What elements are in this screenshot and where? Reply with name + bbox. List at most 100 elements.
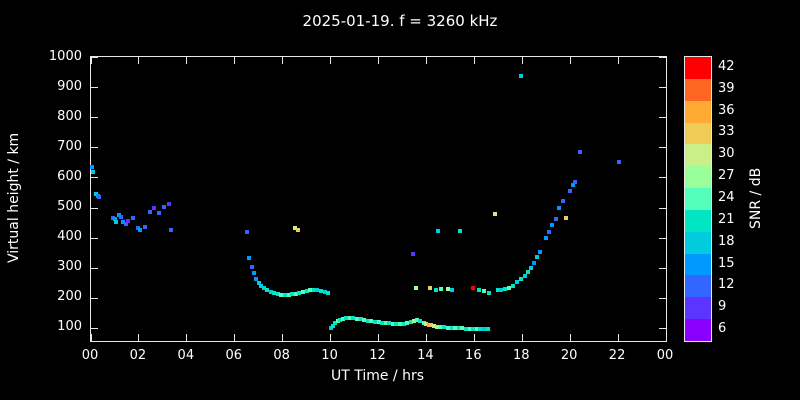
scatter-point [499,287,504,292]
scatter-point [152,206,157,210]
scatter-point [414,286,419,291]
y-tickmark [91,57,98,59]
scatter-point [326,290,331,295]
scatter-point [293,291,298,296]
scatter-point [401,321,406,326]
colorbar-segment [685,253,711,276]
scatter-point [90,165,95,170]
scatter-point [354,316,359,321]
scatter-point [135,226,140,231]
colorbar-segment [685,57,711,79]
y-tick-label: 200 [57,289,82,305]
scatter-point [116,212,121,217]
x-tickmark [330,334,332,341]
y-tickmark-right [659,147,666,149]
scatter-point [617,160,622,165]
scatter-point [492,212,497,216]
scatter-point [247,256,252,261]
scatter-point [372,319,377,324]
scatter-point [424,321,429,326]
scatter-point [550,223,555,228]
scatter-point [485,327,490,332]
x-tickmark-top [521,57,523,64]
colorbar-title: SNR / dB [748,167,764,229]
scatter-point [496,288,501,293]
scatter-point [295,227,300,232]
y-tickmark-right [659,237,666,239]
scatter-point [445,325,450,330]
scatter-point [340,316,345,321]
scatter-point [570,183,575,188]
y-tickmark [91,177,98,179]
y-tickmark [91,297,98,299]
scatter-point [114,219,119,224]
scatter-point [261,286,266,291]
scatter-point [123,222,128,227]
x-tickmark [378,334,379,341]
x-tickmark-top [665,57,667,64]
y-tick-label: 800 [57,108,82,124]
scatter-point [387,321,392,326]
colorbar-tick-label: 21 [718,211,735,227]
scatter-point [426,322,431,327]
y-tickmark [91,327,98,329]
scatter-point [544,236,549,241]
y-tick-label: 900 [57,78,82,94]
scatter-point [304,289,309,294]
x-tickmark [282,334,284,341]
scatter-point [290,292,295,297]
scatter-point [286,292,291,297]
scatter-point [308,288,313,293]
colorbar-segment [685,275,711,298]
scatter-point [319,289,323,294]
scatter-point [279,293,284,298]
scatter-point [126,218,131,223]
x-tickmark-top [569,57,571,64]
x-tick-label: 00 [81,348,99,363]
scatter-point [503,287,508,292]
colorbar-tick-label: 6 [718,321,727,337]
scatter-point [482,289,487,294]
scatter-point [358,317,363,322]
y-tickmark-right [659,57,666,59]
scatter-point [369,319,374,324]
scatter-point [507,286,512,291]
scatter-point [463,326,468,331]
scatter-point [442,325,447,330]
x-tick-label: 02 [129,348,147,363]
y-tickmark-right [659,117,666,119]
scatter-point [477,287,482,292]
scatter-point [166,202,171,207]
scatter-point [553,216,558,221]
colorbar-tick-label: 42 [718,58,735,74]
scatter-point [405,320,410,325]
y-tickmark-right [659,207,666,209]
scatter-point [338,317,343,322]
y-tickmark-right [659,87,666,89]
scatter-point [118,215,123,219]
x-tickmark-top [234,57,236,64]
scatter-point [380,320,385,325]
scatter-point [445,286,450,291]
colorbar-segment [685,231,711,254]
scatter-point [162,204,167,209]
x-tick-label: 22 [608,348,626,363]
x-tick-label: 04 [177,348,195,363]
x-tick-label: 06 [225,348,243,363]
scatter-point [458,228,463,233]
scatter-point [110,215,115,220]
scatter-point [474,326,479,331]
scatter-point [434,287,438,292]
y-tickmark [91,147,98,149]
scatter-point [322,290,327,295]
x-tickmark-top [330,57,332,64]
x-tickmark-top [282,57,284,64]
colorbar-segment [685,78,711,101]
colorbar [684,56,712,342]
x-tickmark [234,334,236,341]
scatter-point [121,220,126,225]
scatter-point [97,195,102,200]
y-tick-label: 600 [57,168,82,184]
x-tickmark-top [378,57,379,64]
scatter-point [560,199,565,204]
